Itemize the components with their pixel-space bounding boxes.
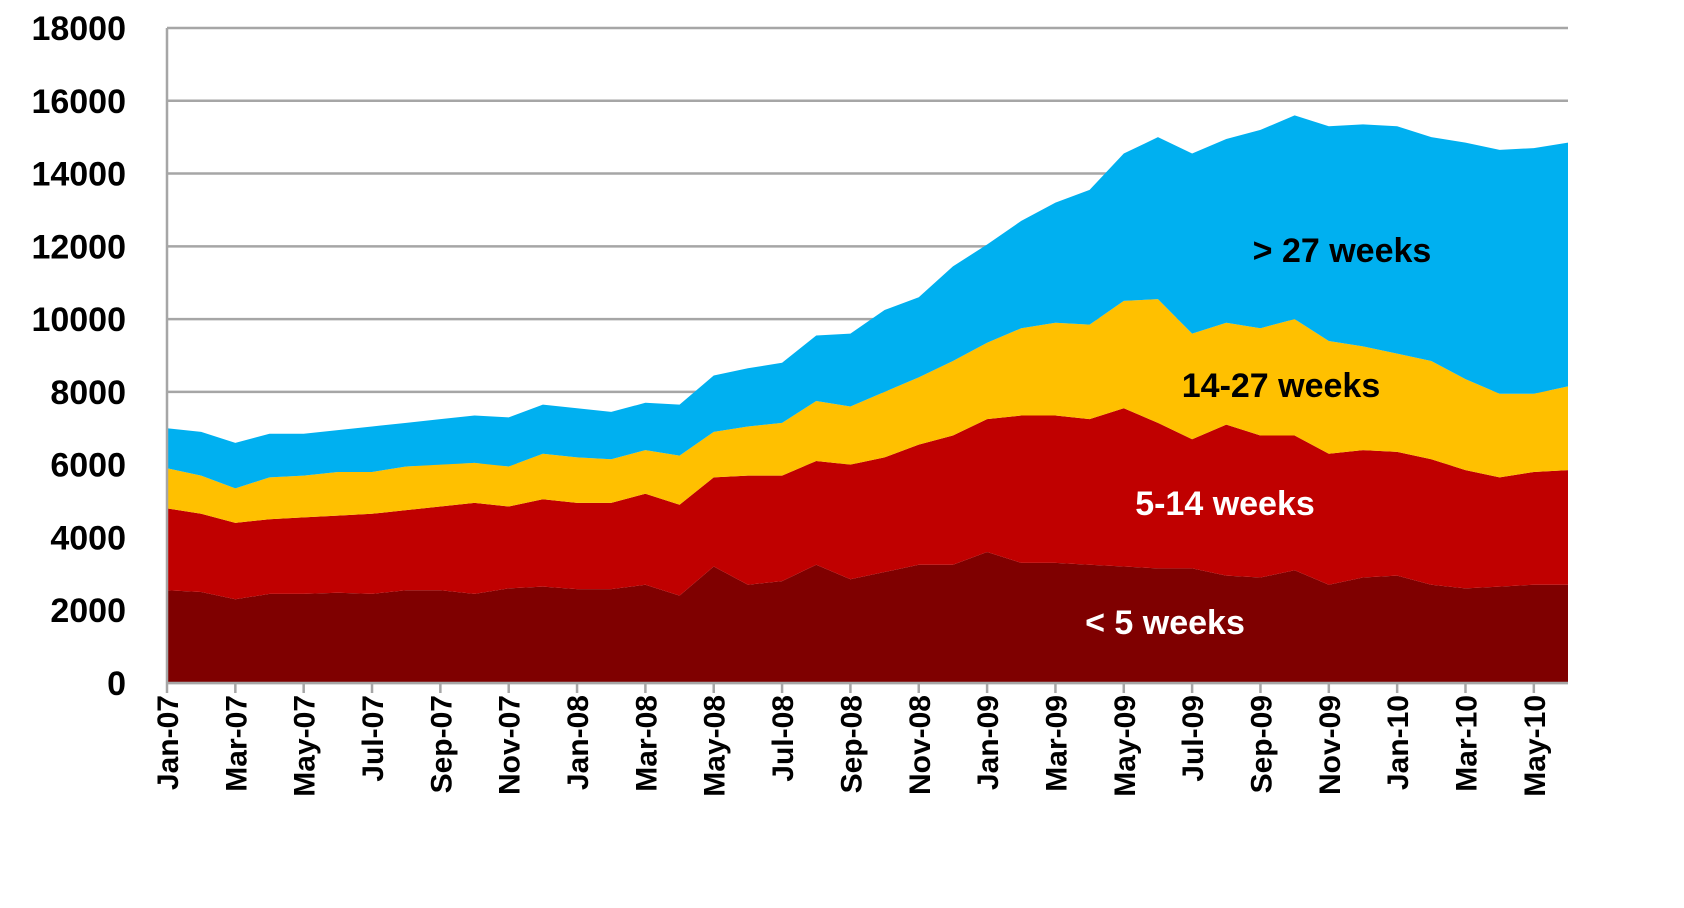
x-tick-label: Jan-09 (972, 695, 1005, 790)
series-label: > 27 weeks (1253, 232, 1432, 270)
y-tick-label: 10000 (31, 301, 126, 339)
x-tick-label: Sep-09 (1245, 695, 1278, 793)
x-tick-label: Mar-08 (630, 695, 663, 792)
series-label: < 5 weeks (1085, 604, 1245, 642)
x-tick-label: Jul-08 (767, 695, 800, 782)
area (167, 115, 1568, 489)
x-tick-label: Jan-08 (562, 695, 595, 790)
y-tick-label: 12000 (31, 228, 126, 266)
x-tick-label: Jul-09 (1177, 695, 1210, 782)
x-tick-label: Jul-07 (357, 695, 390, 782)
x-tick-label: May-08 (699, 695, 732, 797)
x-tick-label: May-09 (1109, 695, 1142, 797)
area (167, 552, 1568, 683)
y-tick-label: 2000 (50, 592, 126, 630)
y-tick-label: 6000 (50, 447, 126, 485)
area (167, 408, 1568, 600)
series-label: 5-14 weeks (1135, 485, 1315, 523)
x-tick-label: Nov-08 (904, 695, 937, 795)
y-tick-label: 18000 (31, 10, 126, 48)
x-tick-label: Nov-07 (494, 695, 527, 795)
area (167, 299, 1568, 523)
y-tick-label: 14000 (31, 156, 126, 194)
x-tick-label: Mar-09 (1040, 695, 1073, 792)
series-label: 14-27 weeks (1182, 367, 1381, 405)
x-tick-label: Sep-07 (425, 695, 458, 793)
x-tick-label: Sep-08 (835, 695, 868, 793)
y-tick-label: 8000 (50, 374, 126, 412)
x-tick-label: May-07 (289, 695, 322, 797)
x-tick-label: Jan-07 (152, 695, 185, 790)
x-tick-label: Jan-10 (1382, 695, 1415, 790)
y-tick-label: 16000 (31, 83, 126, 121)
x-tick-label: Mar-07 (220, 695, 253, 792)
x-tick-label: May-10 (1519, 695, 1552, 797)
y-tick-label: 0 (107, 665, 126, 703)
x-tick-label: Nov-09 (1314, 695, 1347, 795)
y-tick-label: 4000 (50, 519, 126, 557)
x-tick-label: Mar-10 (1450, 695, 1483, 792)
